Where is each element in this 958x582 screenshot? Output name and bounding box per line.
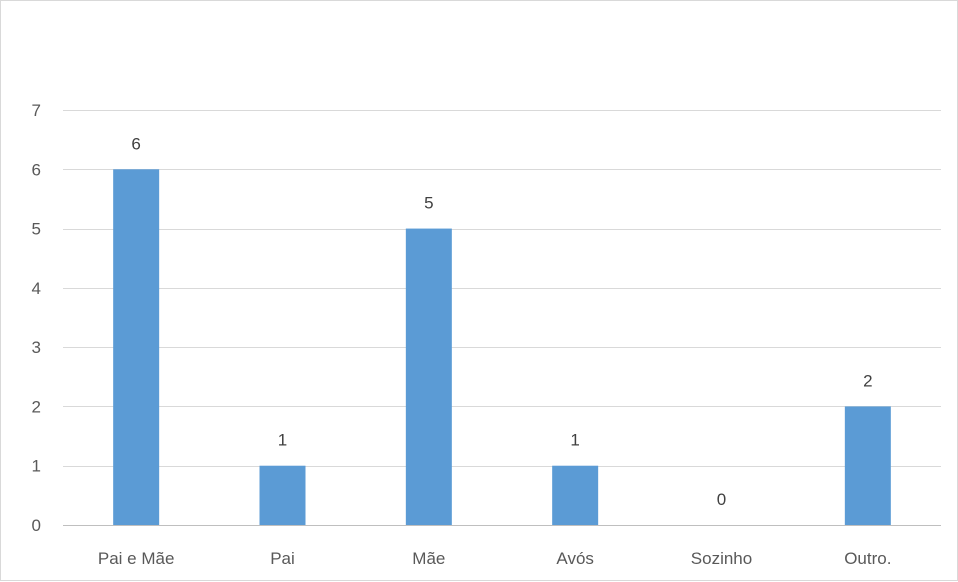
y-tick-label: 1 <box>32 457 41 476</box>
y-tick-label: 2 <box>32 397 41 416</box>
x-tick-label: Outro. <box>844 549 891 568</box>
x-tick-label: Mãe <box>412 549 445 568</box>
data-label: 6 <box>131 134 140 153</box>
bar <box>405 228 452 526</box>
y-tick-label: 7 <box>32 101 41 120</box>
y-tick-label: 5 <box>32 220 41 239</box>
x-tick-label: Pai e Mãe <box>98 549 175 568</box>
y-tick-label: 0 <box>32 516 41 535</box>
y-tick-label: 3 <box>32 338 41 357</box>
y-tick-label: 4 <box>32 279 41 298</box>
bar <box>844 406 891 525</box>
bar <box>552 465 599 525</box>
data-label: 1 <box>278 431 287 450</box>
x-axis-tick-labels: Pai e Mãe Pai Mãe Avós Sozinho Outro. <box>98 549 892 568</box>
y-tick-label: 6 <box>32 160 41 179</box>
gridlines <box>63 110 941 526</box>
data-label: 5 <box>424 194 433 213</box>
x-tick-label: Avós <box>556 549 594 568</box>
x-tick-label: Sozinho <box>691 549 752 568</box>
data-label: 2 <box>863 371 872 390</box>
bars <box>113 169 891 526</box>
data-label: 1 <box>570 431 579 450</box>
x-tick-label: Pai <box>270 549 295 568</box>
bar <box>113 169 160 526</box>
bar <box>259 465 306 525</box>
data-labels: 6 1 5 1 0 2 <box>131 134 872 509</box>
y-axis-tick-labels: 0 1 2 3 4 5 6 7 <box>32 101 41 535</box>
data-label: 0 <box>717 490 726 509</box>
